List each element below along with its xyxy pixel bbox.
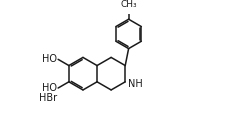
Text: NH: NH [128,79,143,89]
Text: HBr: HBr [39,93,57,103]
Text: HO: HO [42,83,57,93]
Text: CH₃: CH₃ [120,0,137,9]
Text: HO: HO [42,54,57,64]
